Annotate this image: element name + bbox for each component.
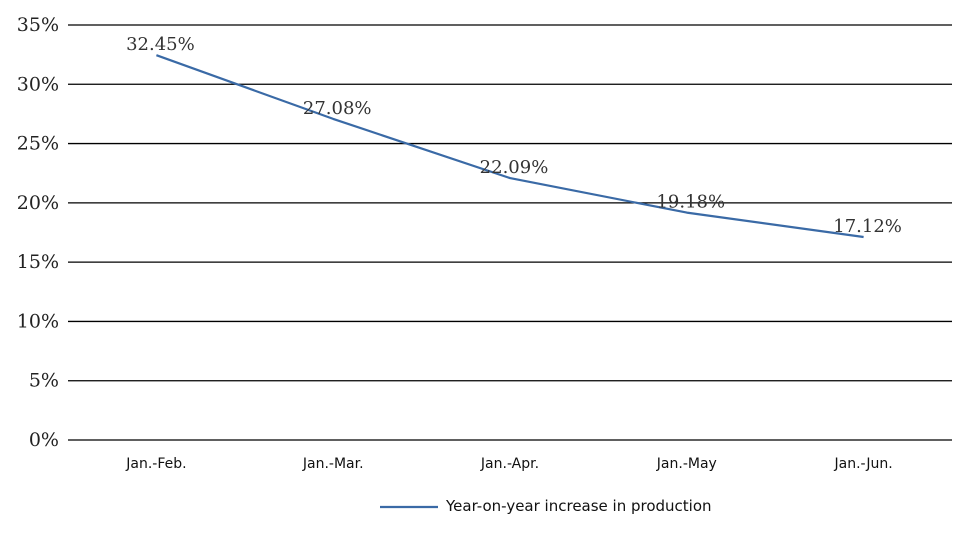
data-label: 19.18% bbox=[656, 192, 725, 213]
legend: Year-on-year increase in production bbox=[380, 497, 712, 515]
data-label: 22.09% bbox=[480, 157, 549, 178]
x-tick-label: Jan.-May bbox=[656, 456, 717, 472]
x-tick-label: Jan.-Apr. bbox=[480, 456, 539, 472]
y-tick-label: 20% bbox=[17, 192, 59, 214]
y-tick-label: 0% bbox=[29, 429, 59, 451]
data-label: 27.08% bbox=[303, 98, 372, 119]
legend-label: Year-on-year increase in production bbox=[445, 497, 712, 515]
x-tick-label: Jan.-Feb. bbox=[125, 456, 186, 472]
y-axis-tick-labels: 0% 5% 10% 15% 20% 25% 30% 35% bbox=[17, 14, 59, 451]
data-label: 17.12% bbox=[833, 216, 902, 237]
y-tick-label: 25% bbox=[17, 133, 59, 155]
y-tick-label: 35% bbox=[17, 14, 59, 36]
x-tick-label: Jan.-Mar. bbox=[302, 456, 364, 472]
x-tick-label: Jan.-Jun. bbox=[834, 456, 893, 472]
series-line bbox=[156, 54, 864, 239]
y-tick-label: 15% bbox=[17, 251, 59, 273]
grid-lines bbox=[68, 24, 952, 441]
x-axis-tick-labels: Jan.-Feb. Jan.-Mar. Jan.-Apr. Jan.-May Jan.-… bbox=[125, 456, 892, 472]
data-labels: 32.45% 27.08% 22.09% 19.18% 17.12% bbox=[126, 34, 902, 237]
y-tick-label: 30% bbox=[17, 73, 59, 95]
data-label: 32.45% bbox=[126, 34, 195, 55]
y-tick-label: 5% bbox=[29, 370, 59, 392]
y-tick-label: 10% bbox=[17, 310, 59, 332]
